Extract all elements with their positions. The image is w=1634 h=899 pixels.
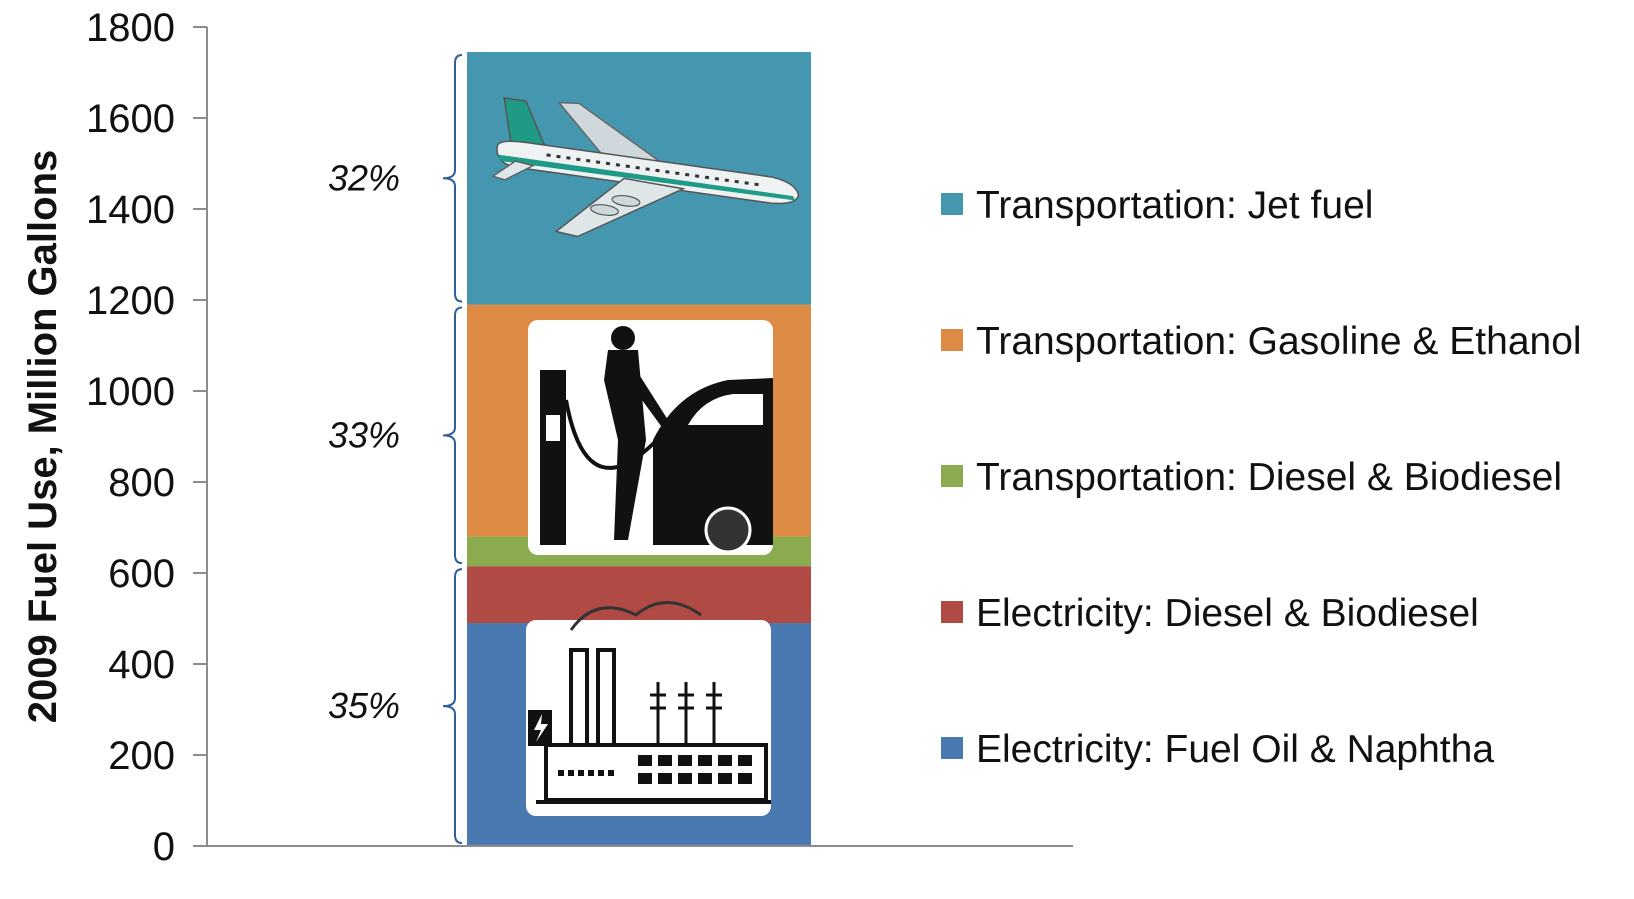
pump-display: [546, 415, 560, 441]
airplane-window: [734, 179, 739, 184]
airplane-window: [605, 161, 611, 166]
y-tick-label: 1000: [86, 370, 175, 414]
y-tick-label: 400: [108, 643, 175, 687]
percent-label: 35%: [328, 685, 400, 726]
plant-small-window: [588, 770, 594, 776]
airplane-window: [724, 178, 730, 183]
airplane-window: [645, 167, 650, 171]
bracket-33: [442, 306, 463, 565]
airplane-icon: [491, 97, 800, 238]
plant-window: [658, 755, 672, 766]
legend-swatch: [941, 329, 963, 351]
airplane-window: [744, 181, 749, 185]
airplane-window: [546, 153, 551, 157]
annotation-layer: 35% 33% 32%: [328, 54, 463, 844]
airplane-stripe: [498, 154, 795, 201]
legend-item: Transportation: Gasoline & Ethanol: [941, 320, 1582, 363]
legend-layer: Transportation: Jet fuel Transportation: …: [941, 184, 1582, 771]
plant-window: [718, 755, 732, 766]
bracket-32: [442, 54, 463, 303]
plant-window: [738, 755, 752, 766]
plant-small-window: [568, 770, 574, 776]
legend-swatch: [941, 193, 963, 215]
car-wheel: [704, 506, 752, 554]
legend-label: Transportation: Gasoline & Ethanol: [976, 320, 1582, 363]
y-axis-title: 2009 Fuel Use, Million Gallons: [21, 150, 65, 724]
power-plant-icon: [526, 601, 771, 816]
percent-label: 33%: [328, 414, 400, 455]
airplane-window: [595, 160, 601, 164]
person-body: [604, 350, 646, 540]
plant-window: [738, 773, 752, 784]
airplane-window: [576, 157, 581, 162]
airplane-stabilizer: [491, 160, 535, 181]
pump-body: [540, 370, 566, 545]
plant-window: [698, 755, 712, 766]
y-tick-label: 1800: [86, 6, 175, 50]
airplane-window: [625, 164, 630, 169]
legend-swatch: [941, 601, 963, 623]
airplane-window: [615, 163, 621, 167]
airplane-window: [714, 177, 720, 181]
legend-item: Electricity: Diesel & Biodiesel: [941, 592, 1479, 635]
plant-small-window: [608, 770, 614, 776]
y-tick-label: 1600: [86, 97, 175, 141]
y-tick-label: 800: [108, 461, 175, 505]
plant-small-window: [578, 770, 584, 776]
airplane-window: [704, 175, 710, 180]
airplane-window: [665, 170, 670, 174]
legend-item: Transportation: Jet fuel: [941, 184, 1373, 227]
y-tick-label: 600: [108, 552, 175, 596]
axis-layer: 0 200 400 600 800 1000 1200 1400 1600 1800 2009 Fu…: [21, 6, 1073, 869]
plant-window: [658, 773, 672, 784]
airplane-window: [556, 154, 561, 159]
airplane-window: [635, 165, 640, 170]
fuel-hose: [564, 399, 670, 470]
legend-label: Electricity: Fuel Oil & Naphtha: [976, 728, 1494, 771]
airplane-engine: [611, 194, 641, 207]
person-arm: [626, 365, 668, 426]
legend-swatch: [941, 465, 963, 487]
legend-label: Transportation: Diesel & Biodiesel: [976, 456, 1562, 499]
plant-small-window: [598, 770, 604, 776]
plant-window: [638, 773, 652, 784]
legend-swatch: [941, 737, 963, 759]
lightning-bolt: [534, 714, 548, 742]
fuel-pump-icon: [528, 320, 773, 555]
plant-window: [638, 755, 652, 766]
legend-label: Electricity: Diesel & Biodiesel: [976, 592, 1479, 635]
airplane-near-wing: [554, 177, 686, 238]
airplane-window: [694, 174, 700, 178]
y-tick-label: 1200: [86, 279, 175, 323]
airplane-window: [655, 168, 660, 173]
icons-layer: [491, 97, 800, 816]
airplane-engine: [590, 204, 619, 216]
plant-small-window: [558, 770, 564, 776]
bracket-35: [442, 568, 463, 844]
airplane-window: [566, 156, 571, 160]
car-window: [688, 394, 763, 425]
bar-segment-electricity-diesel-and-biodiesel: [467, 566, 811, 624]
legend-label: Transportation: Jet fuel: [976, 184, 1373, 227]
smoke-plume: [569, 601, 702, 631]
plant-window: [678, 755, 692, 766]
y-tick-label: 1400: [86, 188, 175, 232]
plant-window: [698, 773, 712, 784]
plant-window: [718, 773, 732, 784]
plant-building: [544, 743, 768, 802]
legend-item: Transportation: Diesel & Biodiesel: [941, 456, 1562, 499]
airplane-window: [685, 172, 690, 177]
percent-label: 32%: [328, 157, 400, 198]
y-tick-label: 0: [153, 825, 175, 869]
y-tick-label: 200: [108, 734, 175, 778]
airplane-window: [675, 171, 680, 176]
airplane-window: [754, 182, 759, 187]
legend-item: Electricity: Fuel Oil & Naphtha: [941, 728, 1494, 771]
plant-window: [678, 773, 692, 784]
person-head: [611, 326, 635, 350]
airplane-window: [586, 158, 591, 163]
